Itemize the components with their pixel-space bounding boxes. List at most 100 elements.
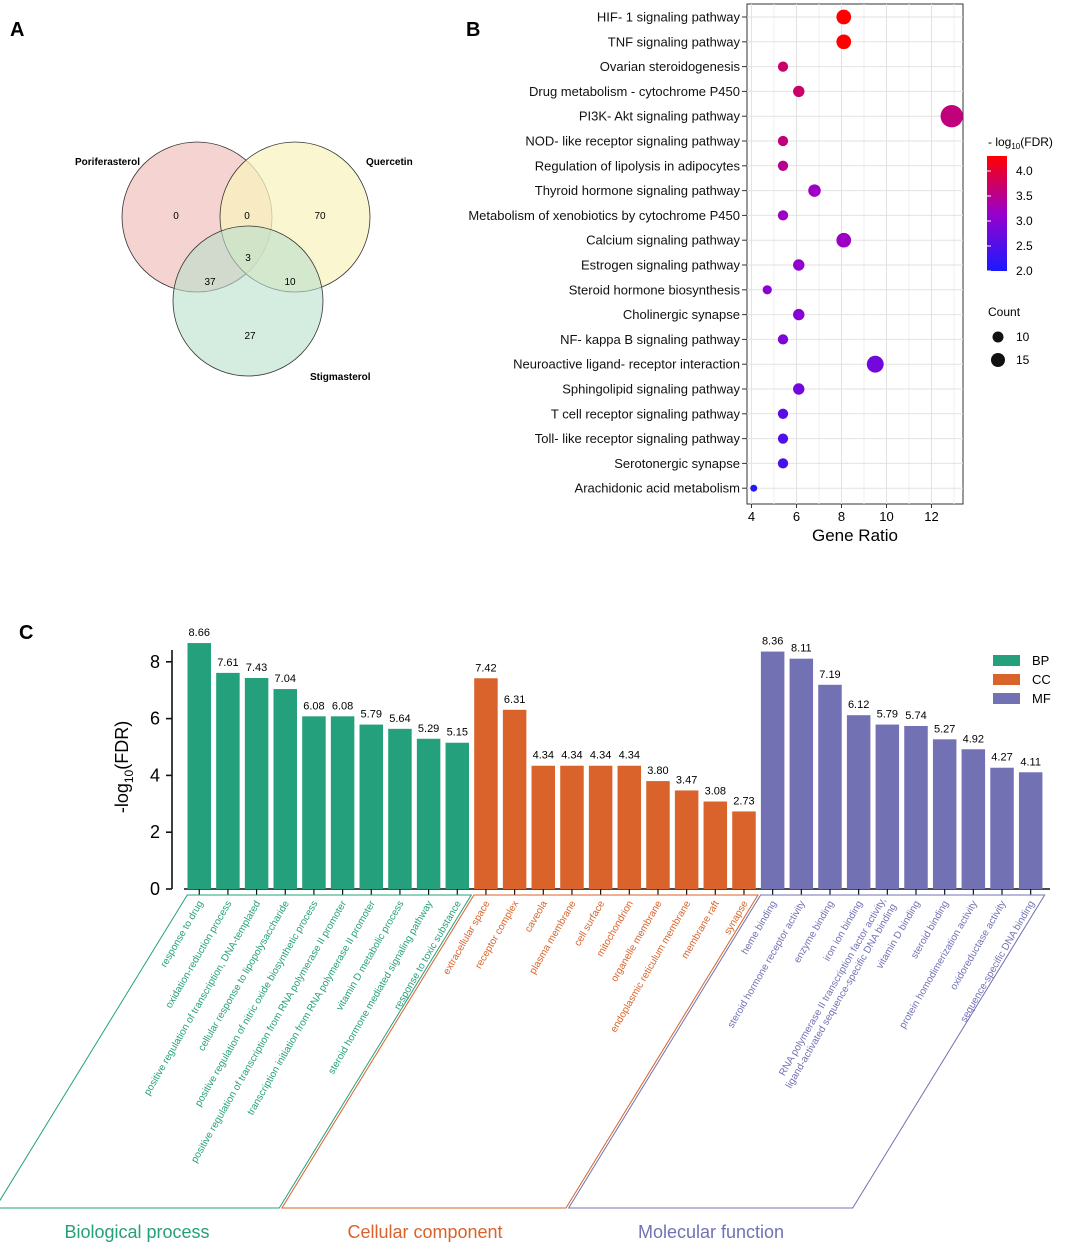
bubble-point bbox=[808, 184, 821, 197]
bubble-point bbox=[777, 160, 789, 171]
pathway-label: PI3K- Akt signaling pathway bbox=[579, 109, 741, 124]
size-legend-label-small: 10 bbox=[1016, 330, 1030, 344]
venn-value-all-three: 3 bbox=[245, 253, 251, 264]
bar-value-label: 8.36 bbox=[762, 636, 783, 648]
x-tick-label: 6 bbox=[793, 509, 800, 524]
plot-c-group-brackets: Biological process Cellular component Mole… bbox=[0, 894, 1046, 1242]
x-tick-label: 12 bbox=[924, 509, 938, 524]
pathway-label: Thyroid hormone signaling pathway bbox=[535, 183, 741, 198]
bar bbox=[416, 738, 441, 889]
x-tick-label: 4 bbox=[748, 509, 755, 524]
bubble-point bbox=[777, 334, 789, 345]
bar bbox=[445, 742, 470, 889]
bar-value-label: 7.42 bbox=[475, 662, 496, 674]
bar-value-label: 3.80 bbox=[647, 765, 668, 777]
bar bbox=[760, 651, 785, 889]
size-legend-dot-large bbox=[991, 353, 1005, 367]
plot-b-x-axis-title: Gene Ratio bbox=[812, 526, 898, 545]
color-tick-label: 4.0 bbox=[1016, 164, 1033, 178]
plot-c-bars bbox=[187, 643, 1043, 889]
bar bbox=[502, 709, 527, 889]
pathway-label: Ovarian steroidogenesis bbox=[600, 59, 741, 74]
bar bbox=[818, 684, 842, 889]
bar-value-label: 5.27 bbox=[934, 723, 955, 735]
pathway-label: Neuroactive ligand- receptor interaction bbox=[513, 357, 740, 372]
bubble-point bbox=[777, 135, 789, 147]
bar bbox=[732, 811, 756, 889]
pathway-label: TNF signaling pathway bbox=[608, 34, 741, 49]
x-tick-label: 10 bbox=[879, 509, 893, 524]
bubble-point bbox=[777, 458, 789, 469]
legend-label: MF bbox=[1032, 691, 1051, 706]
bar-value-label: 4.34 bbox=[533, 750, 554, 762]
bar-value-label: 4.34 bbox=[561, 750, 582, 762]
x-tick-label: 8 bbox=[838, 509, 845, 524]
bar bbox=[674, 790, 699, 889]
legend-label: CC bbox=[1032, 672, 1051, 687]
pathway-label: Toll- like receptor signaling pathway bbox=[535, 431, 741, 446]
bar-value-label: 5.64 bbox=[389, 713, 410, 725]
bar-value-label: 5.79 bbox=[361, 709, 382, 721]
venn-circle-stigmasterol bbox=[172, 225, 324, 377]
bar-value-label: 4.27 bbox=[991, 752, 1012, 764]
bar-value-label: 5.79 bbox=[877, 709, 898, 721]
panel-label-b: B bbox=[466, 19, 480, 41]
bubble-point bbox=[777, 61, 789, 72]
color-legend-ticks: 4.0 3.5 3.0 2.5 2.0 bbox=[987, 164, 1033, 278]
bar-value-label: 7.19 bbox=[819, 669, 840, 681]
bubble-point bbox=[777, 210, 789, 221]
bubble-point bbox=[836, 34, 852, 50]
bar bbox=[474, 678, 498, 889]
pathway-label: Calcium signaling pathway bbox=[586, 233, 740, 248]
bar bbox=[846, 715, 871, 889]
plot-b-points bbox=[750, 9, 963, 492]
bar bbox=[531, 765, 556, 889]
bar bbox=[789, 658, 814, 889]
bar bbox=[244, 677, 269, 889]
bubble-point bbox=[762, 285, 772, 295]
venn-value-quercetin-stigmasterol: 10 bbox=[284, 277, 296, 288]
bar bbox=[359, 724, 384, 889]
bar-value-label: 4.11 bbox=[1020, 756, 1041, 768]
pathway-label: Estrogen signaling pathway bbox=[581, 258, 740, 273]
size-legend-title: Count bbox=[988, 305, 1021, 319]
bubble-point bbox=[777, 433, 789, 444]
bar bbox=[932, 739, 957, 889]
bubble-point bbox=[866, 355, 884, 373]
group-title: Biological process bbox=[64, 1222, 209, 1242]
color-legend-gradient bbox=[987, 156, 1007, 271]
color-tick-label: 2.5 bbox=[1016, 239, 1033, 253]
bar bbox=[187, 643, 211, 889]
plot-c-legend: BP CC MF bbox=[993, 653, 1051, 706]
venn-set-poriferasterol: Poriferasterol bbox=[75, 157, 140, 168]
color-legend-title: - log10(FDR) bbox=[988, 135, 1053, 151]
venn-set-quercetin: Quercetin bbox=[366, 157, 413, 168]
bar-value-label: 3.08 bbox=[705, 786, 726, 798]
bubble-point bbox=[793, 259, 805, 271]
pathway-label: Metabolism of xenobiotics by cytochrome … bbox=[468, 208, 740, 223]
bar-value-label: 4.34 bbox=[590, 750, 611, 762]
pathway-label: Arachidonic acid metabolism bbox=[575, 481, 740, 496]
plot-b-frame bbox=[746, 3, 964, 505]
pathway-label: T cell receptor signaling pathway bbox=[551, 406, 741, 421]
group-bracket bbox=[281, 894, 759, 1209]
y-tick-label: 4 bbox=[150, 765, 160, 785]
panel-label-c: C bbox=[19, 622, 33, 644]
panel-label-a: A bbox=[10, 19, 24, 41]
bar-value-label: 7.61 bbox=[217, 657, 238, 669]
group-bracket bbox=[567, 894, 1046, 1209]
venn-value-poriferasterol-only: 0 bbox=[173, 211, 179, 222]
legend-label: BP bbox=[1032, 653, 1049, 668]
y-tick-label: 6 bbox=[150, 709, 160, 729]
group-title: Cellular component bbox=[347, 1222, 502, 1242]
bar bbox=[990, 767, 1014, 889]
plot-b-y-labels: HIF- 1 signaling pathway TNF signaling pa… bbox=[468, 10, 747, 496]
bar bbox=[273, 689, 298, 889]
bar bbox=[588, 765, 613, 889]
plot-b-grid bbox=[747, 4, 963, 504]
plot-c-value-labels: 8.66 7.61 7.43 7.04 6.08 6.08 5.79 5.64 5.29 5.15… bbox=[189, 627, 1041, 807]
bubble-point bbox=[777, 408, 789, 419]
y-tick-label: 0 bbox=[150, 879, 160, 899]
